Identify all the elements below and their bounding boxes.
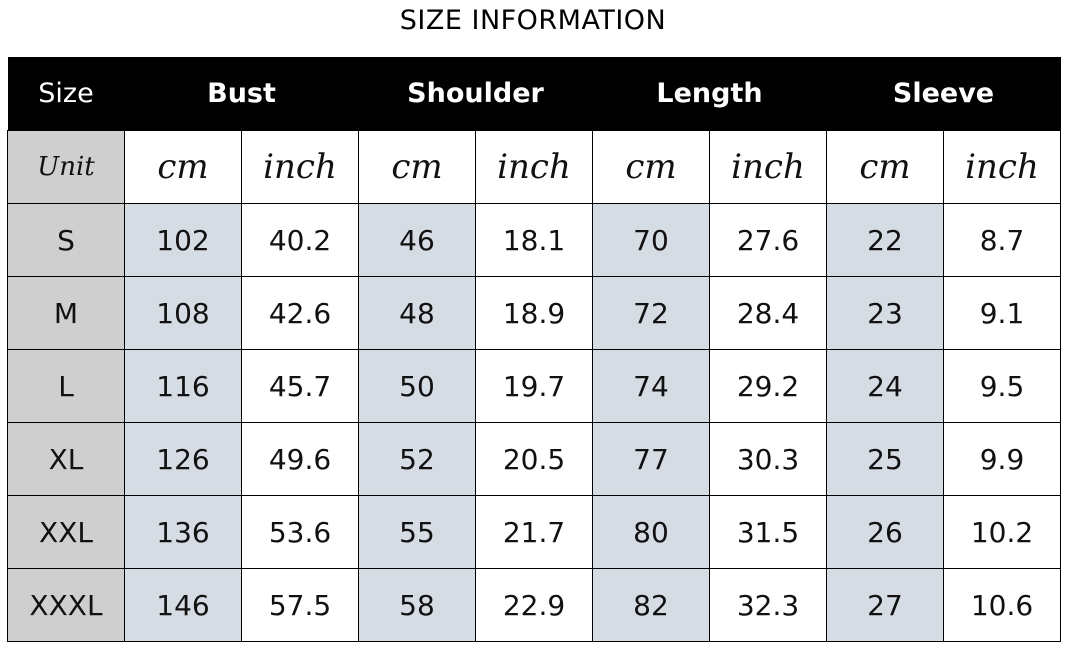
cm-value-cell: 22 xyxy=(826,203,944,277)
inch-value-cell: 57.5 xyxy=(241,568,359,642)
size-cell: XXL xyxy=(7,495,125,569)
unit-cell: cm xyxy=(826,130,944,204)
cm-value-cell: 102 xyxy=(124,203,242,277)
inch-value-cell: 19.7 xyxy=(475,349,593,423)
inch-value-cell: 53.6 xyxy=(241,495,359,569)
unit-cell: inch xyxy=(475,130,593,204)
cm-value-cell: 24 xyxy=(826,349,944,423)
inch-value-cell: 8.7 xyxy=(943,203,1061,277)
unit-cell: inch xyxy=(943,130,1061,204)
cm-value-cell: 52 xyxy=(358,422,476,496)
header-length: Length xyxy=(592,57,827,131)
cm-value-cell: 80 xyxy=(592,495,710,569)
cm-value-cell: 116 xyxy=(124,349,242,423)
cm-value-cell: 146 xyxy=(124,568,242,642)
cm-value-cell: 23 xyxy=(826,276,944,350)
inch-value-cell: 30.3 xyxy=(709,422,827,496)
table-row: XL 126 49.6 52 20.5 77 30.3 25 9.9 xyxy=(7,422,1061,496)
inch-value-cell: 22.9 xyxy=(475,568,593,642)
inch-value-cell: 18.9 xyxy=(475,276,593,350)
unit-cell: inch xyxy=(709,130,827,204)
size-cell: M xyxy=(7,276,125,350)
cm-value-cell: 74 xyxy=(592,349,710,423)
cm-value-cell: 27 xyxy=(826,568,944,642)
unit-cell: cm xyxy=(358,130,476,204)
size-cell: L xyxy=(7,349,125,423)
inch-value-cell: 10.6 xyxy=(943,568,1061,642)
cm-value-cell: 108 xyxy=(124,276,242,350)
header-bust: Bust xyxy=(124,57,359,131)
inch-value-cell: 18.1 xyxy=(475,203,593,277)
inch-value-cell: 32.3 xyxy=(709,568,827,642)
page-title: SIZE INFORMATION xyxy=(399,5,667,36)
cm-value-cell: 48 xyxy=(358,276,476,350)
cm-value-cell: 55 xyxy=(358,495,476,569)
table-row: XXL 136 53.6 55 21.7 80 31.5 26 10.2 xyxy=(7,495,1061,569)
cm-value-cell: 50 xyxy=(358,349,476,423)
inch-value-cell: 45.7 xyxy=(241,349,359,423)
inch-value-cell: 9.9 xyxy=(943,422,1061,496)
table-row: L 116 45.7 50 19.7 74 29.2 24 9.5 xyxy=(7,349,1061,423)
cm-value-cell: 46 xyxy=(358,203,476,277)
unit-row: Unit cm inch cm inch cm inch cm inch xyxy=(7,130,1061,204)
inch-value-cell: 28.4 xyxy=(709,276,827,350)
size-chart-table: Size Bust Shoulder Length Sleeve Unit cm… xyxy=(7,57,1061,642)
inch-value-cell: 40.2 xyxy=(241,203,359,277)
cm-value-cell: 58 xyxy=(358,568,476,642)
inch-value-cell: 42.6 xyxy=(241,276,359,350)
cm-value-cell: 25 xyxy=(826,422,944,496)
inch-value-cell: 9.1 xyxy=(943,276,1061,350)
cm-value-cell: 70 xyxy=(592,203,710,277)
unit-cell: inch xyxy=(241,130,359,204)
inch-value-cell: 20.5 xyxy=(475,422,593,496)
header-size: Size xyxy=(7,57,125,131)
inch-value-cell: 31.5 xyxy=(709,495,827,569)
unit-cell: cm xyxy=(124,130,242,204)
header-row: Size Bust Shoulder Length Sleeve xyxy=(7,57,1061,131)
cm-value-cell: 72 xyxy=(592,276,710,350)
inch-value-cell: 9.5 xyxy=(943,349,1061,423)
cm-value-cell: 26 xyxy=(826,495,944,569)
inch-value-cell: 27.6 xyxy=(709,203,827,277)
size-cell: XL xyxy=(7,422,125,496)
cm-value-cell: 136 xyxy=(124,495,242,569)
size-cell: XXXL xyxy=(7,568,125,642)
inch-value-cell: 21.7 xyxy=(475,495,593,569)
header-sleeve: Sleeve xyxy=(826,57,1061,131)
table-row: XXXL 146 57.5 58 22.9 82 32.3 27 10.6 xyxy=(7,568,1061,642)
cm-value-cell: 77 xyxy=(592,422,710,496)
table-row: S 102 40.2 46 18.1 70 27.6 22 8.7 xyxy=(7,203,1061,277)
inch-value-cell: 29.2 xyxy=(709,349,827,423)
unit-label: Unit xyxy=(7,130,125,204)
size-cell: S xyxy=(7,203,125,277)
inch-value-cell: 49.6 xyxy=(241,422,359,496)
inch-value-cell: 10.2 xyxy=(943,495,1061,569)
unit-cell: cm xyxy=(592,130,710,204)
cm-value-cell: 126 xyxy=(124,422,242,496)
table-row: M 108 42.6 48 18.9 72 28.4 23 9.1 xyxy=(7,276,1061,350)
cm-value-cell: 82 xyxy=(592,568,710,642)
header-shoulder: Shoulder xyxy=(358,57,593,131)
